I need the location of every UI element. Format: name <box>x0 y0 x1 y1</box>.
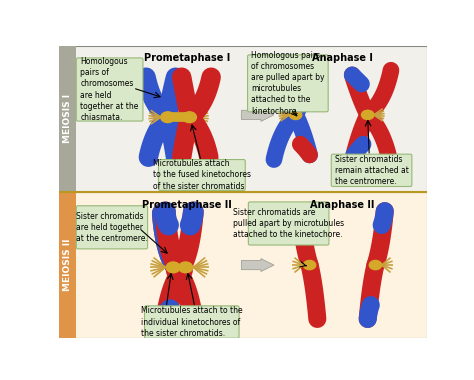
Text: Prometaphase I: Prometaphase I <box>144 53 230 63</box>
Text: MEIOSIS II: MEIOSIS II <box>63 239 72 291</box>
Text: Anaphase II: Anaphase II <box>310 200 374 210</box>
Bar <box>59 46 76 192</box>
FancyBboxPatch shape <box>331 154 412 187</box>
Ellipse shape <box>161 112 175 123</box>
Text: Anaphase I: Anaphase I <box>312 53 373 63</box>
Ellipse shape <box>369 260 382 270</box>
FancyBboxPatch shape <box>76 206 147 249</box>
Polygon shape <box>241 258 274 272</box>
Text: Sister chromatids
are held together
at the centromere.: Sister chromatids are held together at t… <box>76 212 148 243</box>
FancyBboxPatch shape <box>248 202 329 245</box>
Text: Homologous
pairs of
chromosomes
are held
together at the
chiasmata.: Homologous pairs of chromosomes are held… <box>81 57 139 122</box>
FancyBboxPatch shape <box>247 55 328 112</box>
Text: Microtubules attach
to the fused kinetochores
of the sister chromatids: Microtubules attach to the fused kinetoc… <box>153 159 251 190</box>
FancyBboxPatch shape <box>158 160 245 190</box>
Text: Homologous pairs
of chromosomes
are pulled apart by
microtubules
attached to the: Homologous pairs of chromosomes are pull… <box>251 51 325 116</box>
Ellipse shape <box>182 112 196 123</box>
FancyBboxPatch shape <box>76 58 143 121</box>
Bar <box>59 192 76 338</box>
Text: Sister chromatids are
pulled apart by microtubules
attached to the kinetochore.: Sister chromatids are pulled apart by mi… <box>233 208 344 239</box>
Text: Sister chromatids
remain attached at
the centromere.: Sister chromatids remain attached at the… <box>335 155 409 186</box>
Ellipse shape <box>362 110 374 120</box>
Ellipse shape <box>303 260 316 270</box>
Text: Microtubules attach to the
individual kinetochores of
the sister chromatids.: Microtubules attach to the individual ki… <box>141 306 243 337</box>
Bar <box>59 192 427 338</box>
Text: Prometaphase II: Prometaphase II <box>142 200 232 210</box>
Ellipse shape <box>166 262 180 273</box>
FancyBboxPatch shape <box>145 306 239 338</box>
Ellipse shape <box>179 262 192 273</box>
Polygon shape <box>241 108 274 121</box>
Bar <box>59 46 427 192</box>
Text: MEIOSIS I: MEIOSIS I <box>63 94 72 143</box>
Ellipse shape <box>290 110 302 120</box>
